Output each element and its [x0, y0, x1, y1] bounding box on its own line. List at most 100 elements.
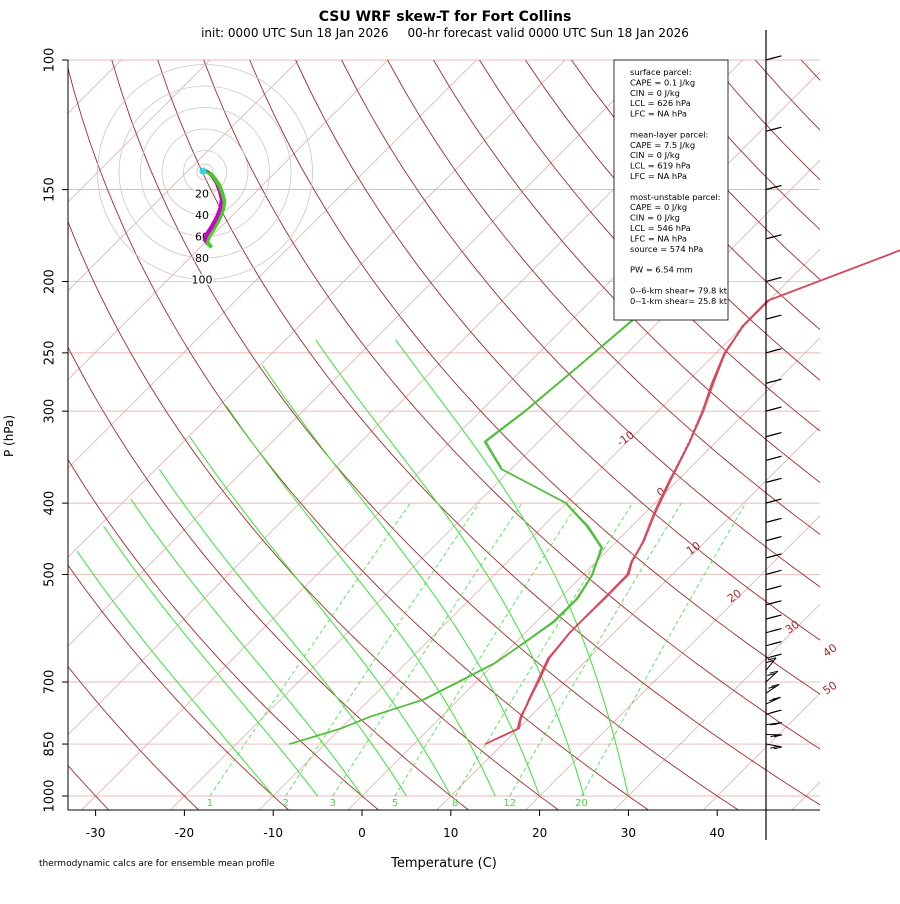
x-tick-label: -10 — [263, 826, 283, 840]
moist-adiabat — [159, 469, 406, 796]
stats-line: LCL = 619 hPa — [630, 161, 691, 171]
mixing-ratio-line — [210, 503, 410, 796]
isotherm-line — [790, 60, 900, 812]
mixing-ratio-line — [395, 503, 578, 796]
isotherm-line — [879, 60, 900, 812]
wind-barb — [766, 379, 781, 383]
isotherm-line — [0, 60, 565, 812]
wind-barb-flag — [767, 572, 775, 574]
mixing-ratio-line — [582, 503, 746, 796]
wind-barb-shaft — [766, 658, 776, 670]
dewpoint-profile — [289, 290, 675, 745]
hodograph-ring-label: 80 — [195, 252, 209, 265]
wind-barb — [766, 185, 781, 189]
wind-barb — [766, 684, 779, 693]
stats-line: mean-layer parcel: — [630, 129, 708, 139]
y-tick-label: 250 — [43, 340, 58, 365]
stats-line: CIN = 0 J/kg — [630, 150, 680, 160]
x-tick-label: 0 — [358, 826, 366, 840]
wind-barb-flag — [767, 381, 775, 383]
wind-barb — [766, 744, 782, 749]
isotherm-line — [702, 60, 900, 812]
hodograph-ring-label: 40 — [195, 209, 209, 222]
wind-barb-flag — [767, 458, 775, 460]
y-tick-label: 850 — [43, 732, 58, 757]
isotherm-line — [0, 60, 121, 812]
wind-barb — [766, 349, 781, 353]
chart-title: CSU WRF skew-T for Fort Collins — [319, 9, 572, 25]
dry-adiabat — [0, 60, 110, 812]
isotherm-lines — [0, 60, 900, 812]
wind-barb — [766, 456, 781, 460]
wind-barb-flag — [767, 237, 775, 239]
x-tick-label: 20 — [532, 826, 547, 840]
stats-line: CAPE = 0.1 J/kg — [630, 77, 695, 87]
dewpoint-line — [290, 290, 674, 745]
mixing-ratio-line — [333, 503, 522, 796]
wind-barb-flag — [770, 711, 778, 713]
isotherm-line — [0, 60, 388, 812]
wind-barb-flag — [767, 538, 775, 540]
wind-barb-flag — [767, 317, 775, 319]
stats-line: most-unstable parcel: — [630, 192, 721, 202]
dry-adiabat — [204, 60, 900, 812]
stats-line: CAPE = 7.5 J/kg — [630, 140, 695, 150]
dry-adiabat — [801, 60, 900, 812]
isotherm-label: 40 — [821, 641, 840, 660]
moist-adiabat — [131, 499, 362, 796]
wind-barb-flag — [767, 501, 775, 503]
wind-barb-flag — [767, 520, 775, 522]
moist-adiabat — [77, 551, 273, 796]
wind-barb-flag — [767, 556, 775, 558]
mixing-ratio-lines — [210, 503, 746, 796]
y-tick-label: 300 — [43, 399, 58, 424]
dewpoint-line — [289, 290, 675, 745]
footer-note: thermodynamic calcs are for ensemble mea… — [39, 859, 275, 869]
isotherm-label: 30 — [783, 618, 802, 637]
wind-barb-flag — [770, 643, 778, 645]
stats-line: CAPE = 0 J/kg — [630, 202, 687, 212]
stats-line: CIN = 0 J/kg — [630, 88, 680, 98]
mixing-ratio-label: 12 — [503, 798, 516, 809]
stats-line: LFC = NA hPa — [630, 233, 687, 243]
isotherm-label: 50 — [821, 679, 840, 698]
isotherm-label: -10 — [614, 428, 636, 449]
wind-barb — [766, 723, 782, 725]
isotherm-line — [0, 60, 654, 812]
x-axis-label: Temperature (C) — [390, 856, 497, 871]
mixing-ratio-label: 2 — [283, 798, 289, 809]
x-tick-label: -30 — [86, 826, 106, 840]
wind-barb — [766, 315, 781, 319]
y-tick-label: 1000 — [43, 779, 58, 812]
wind-barb-flag — [767, 588, 775, 590]
wind-barb — [766, 570, 781, 574]
wind-barb — [766, 499, 781, 503]
wind-barb-flag — [767, 434, 775, 436]
stats-line: source = 574 hPa — [630, 244, 703, 254]
dry-adiabat — [0, 60, 471, 812]
mixing-ratio-label: 3 — [330, 798, 336, 809]
y-tick-label: 100 — [43, 48, 58, 73]
wind-barb — [766, 277, 781, 281]
y-tick-label: 200 — [43, 269, 58, 294]
dry-adiabat — [250, 60, 900, 812]
wind-barb-flag — [767, 351, 775, 353]
x-tick-label: 30 — [621, 826, 636, 840]
isotherm-label: 10 — [684, 539, 703, 558]
wind-barb — [766, 537, 781, 541]
wind-barb — [766, 407, 781, 411]
wind-barb — [766, 433, 781, 437]
wind-barb — [766, 671, 778, 682]
isotherm-line — [258, 60, 900, 812]
wind-barb-flag — [770, 629, 778, 631]
dry-adiabat — [66, 60, 651, 812]
y-axis-label: P (hPa) — [2, 415, 16, 457]
moist-adiabat — [226, 406, 495, 796]
x-tick-label: -20 — [175, 826, 195, 840]
wind-barb-flag — [767, 480, 775, 482]
hodograph-ring-label: 20 — [195, 188, 209, 201]
y-tick-label: 500 — [43, 562, 58, 587]
y-tick-label: 150 — [43, 177, 58, 202]
